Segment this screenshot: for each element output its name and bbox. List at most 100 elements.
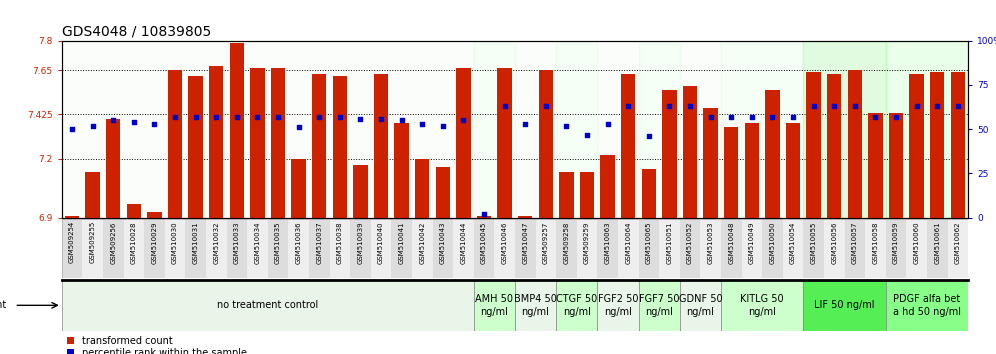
Point [146, 121, 162, 127]
Point [291, 125, 307, 130]
Bar [83, 219, 103, 278]
Text: GSM510060: GSM510060 [913, 221, 919, 264]
Point [600, 121, 616, 127]
Point [806, 103, 822, 109]
Bar [206, 219, 226, 278]
Bar [494, 219, 515, 278]
Bar [866, 219, 885, 278]
Point [167, 114, 183, 120]
Point [640, 133, 656, 139]
Text: FGF2 50
ng/ml: FGF2 50 ng/ml [598, 294, 638, 316]
Point [785, 114, 801, 120]
Text: BMP4 50
ng/ml: BMP4 50 ng/ml [514, 294, 557, 316]
Legend: transformed count, percentile rank within the sample: transformed count, percentile rank withi… [67, 336, 247, 354]
Text: GSM510043: GSM510043 [440, 221, 446, 264]
Bar [765, 90, 780, 218]
Bar [185, 219, 206, 278]
Point [621, 103, 636, 109]
Text: GSM510056: GSM510056 [832, 221, 838, 264]
Bar [577, 219, 598, 278]
Bar [453, 219, 474, 278]
Bar [618, 219, 638, 278]
Bar [515, 219, 536, 278]
Bar [415, 159, 429, 218]
Point [888, 114, 904, 120]
Point [868, 114, 883, 120]
Text: GSM510059: GSM510059 [893, 221, 899, 264]
Bar [804, 41, 885, 218]
Bar [804, 280, 885, 331]
Bar [539, 70, 553, 218]
Bar [927, 219, 947, 278]
Bar [845, 219, 866, 278]
Bar [188, 76, 203, 218]
Text: GSM510055: GSM510055 [811, 221, 817, 264]
Text: GSM510040: GSM510040 [378, 221, 384, 264]
Text: GSM510034: GSM510034 [254, 221, 260, 264]
Text: PDGF alfa bet
a hd 50 ng/ml: PDGF alfa bet a hd 50 ng/ml [892, 294, 961, 316]
Bar [724, 127, 738, 218]
Bar [741, 219, 762, 278]
Bar [333, 76, 347, 218]
Text: GSM510044: GSM510044 [460, 221, 466, 264]
Bar [950, 72, 965, 218]
Point [393, 118, 409, 123]
Bar [86, 172, 100, 218]
Text: GSM510028: GSM510028 [130, 221, 136, 264]
Bar [885, 219, 906, 278]
Text: AMH 50
ng/ml: AMH 50 ng/ml [475, 294, 513, 316]
Bar [374, 74, 388, 218]
Bar [679, 41, 721, 218]
Text: GSM510045: GSM510045 [481, 221, 487, 264]
Bar [126, 204, 141, 218]
Point [702, 114, 718, 120]
Text: GSM510064: GSM510064 [625, 221, 631, 264]
Point [353, 116, 369, 121]
Bar [147, 212, 161, 218]
Bar [786, 123, 800, 218]
Bar [888, 114, 903, 218]
Point [929, 103, 945, 109]
Point [950, 103, 966, 109]
Bar [683, 86, 697, 218]
Text: GSM510063: GSM510063 [605, 221, 611, 264]
Point [270, 114, 286, 120]
Text: GSM510048: GSM510048 [728, 221, 734, 264]
Bar [312, 74, 327, 218]
Text: GDNF 50
ng/ml: GDNF 50 ng/ml [678, 294, 722, 316]
Bar [909, 74, 924, 218]
Bar [580, 172, 595, 218]
Text: GDS4048 / 10839805: GDS4048 / 10839805 [62, 25, 211, 39]
Point [538, 103, 554, 109]
Text: GSM510054: GSM510054 [790, 221, 796, 264]
Bar [559, 172, 574, 218]
Bar [885, 41, 968, 218]
Bar [601, 155, 615, 218]
Bar [391, 219, 412, 278]
Bar [700, 219, 721, 278]
Text: GSM510042: GSM510042 [419, 221, 425, 264]
Point [455, 118, 471, 123]
Bar [456, 68, 471, 218]
Bar [432, 219, 453, 278]
Bar [598, 41, 638, 218]
Text: GSM509259: GSM509259 [584, 221, 590, 264]
Point [435, 123, 451, 129]
Bar [906, 219, 927, 278]
Text: GSM510039: GSM510039 [358, 221, 364, 264]
Bar [598, 280, 638, 331]
Text: GSM510035: GSM510035 [275, 221, 281, 264]
Text: CTGF 50
ng/ml: CTGF 50 ng/ml [556, 294, 598, 316]
Point [106, 118, 122, 123]
Point [517, 121, 533, 127]
Bar [103, 219, 124, 278]
Bar [783, 219, 804, 278]
Text: GSM510030: GSM510030 [172, 221, 178, 264]
Text: GSM510029: GSM510029 [151, 221, 157, 264]
Text: GSM509257: GSM509257 [543, 221, 549, 264]
Bar [230, 43, 244, 218]
Bar [703, 108, 718, 218]
Text: GSM510062: GSM510062 [955, 221, 961, 264]
Text: GSM509258: GSM509258 [564, 221, 570, 264]
Point [579, 132, 595, 137]
